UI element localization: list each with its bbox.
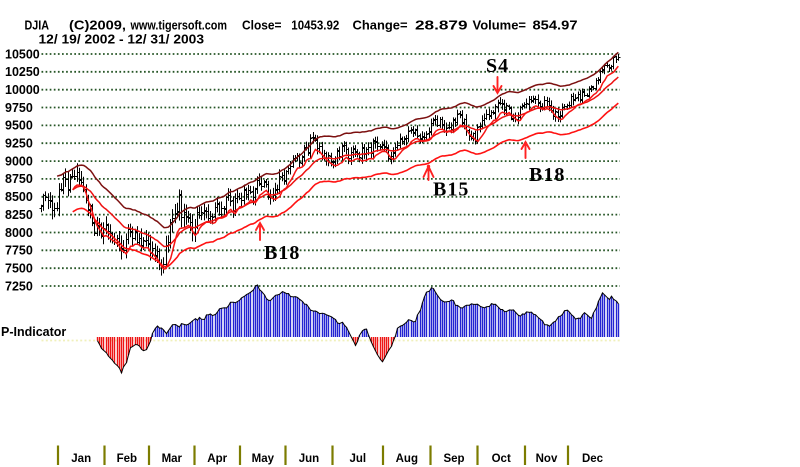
svg-text:8500: 8500	[5, 190, 33, 204]
svg-text:B18: B18	[264, 242, 300, 264]
svg-text:12/ 19/ 2002 - 12/ 31/ 2003: 12/ 19/ 2002 - 12/ 31/ 2003	[39, 33, 205, 47]
svg-text:S4: S4	[486, 55, 509, 77]
svg-text:Aug: Aug	[396, 453, 418, 465]
svg-text:7250: 7250	[5, 279, 33, 293]
svg-text:8250: 8250	[5, 208, 33, 222]
svg-text:Feb: Feb	[117, 453, 137, 465]
svg-text:Oct: Oct	[492, 453, 511, 465]
svg-text:Nov: Nov	[536, 453, 558, 465]
svg-text:8000: 8000	[5, 226, 33, 240]
svg-text:9500: 9500	[5, 119, 33, 133]
svg-text:7500: 7500	[5, 262, 33, 276]
svg-text:B18: B18	[529, 164, 565, 186]
svg-text:10000: 10000	[5, 83, 40, 97]
svg-text:Apr: Apr	[207, 453, 227, 465]
svg-text:Jan: Jan	[71, 453, 91, 465]
svg-text:May: May	[252, 453, 275, 465]
svg-text:Dec: Dec	[582, 453, 604, 465]
svg-text:8750: 8750	[5, 172, 33, 186]
svg-text:9000: 9000	[5, 154, 33, 168]
svg-text:B15: B15	[433, 179, 469, 201]
svg-text:Jul: Jul	[349, 453, 366, 465]
svg-text:P-Indicator: P-Indicator	[1, 325, 66, 339]
svg-text:10500: 10500	[5, 47, 40, 61]
svg-text:10250: 10250	[5, 65, 40, 79]
svg-text:Sep: Sep	[443, 453, 464, 465]
svg-text:7750: 7750	[5, 244, 33, 258]
svg-text:9750: 9750	[5, 101, 33, 115]
svg-text:9250: 9250	[5, 137, 33, 151]
svg-text:Jun: Jun	[299, 453, 319, 465]
svg-text:Mar: Mar	[162, 453, 183, 465]
